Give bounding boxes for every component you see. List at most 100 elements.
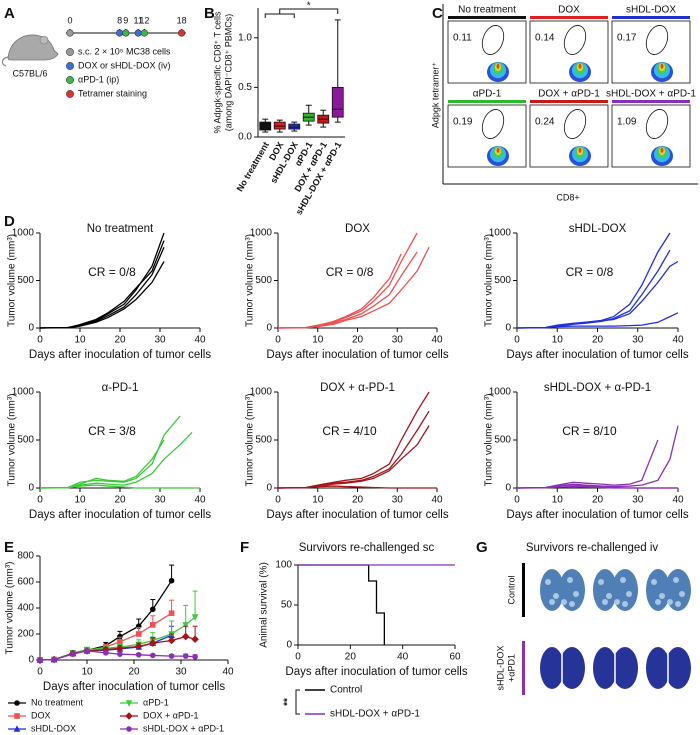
- data-point: [191, 614, 199, 621]
- y-axis-label: Animal survival (%): [259, 562, 270, 648]
- y-axis-label: Tumor volume (mm³): [245, 234, 256, 327]
- tumor-curve: [516, 485, 678, 489]
- flow-value: 1.09: [617, 117, 637, 128]
- data-point: [167, 636, 176, 645]
- tumor-curve: [39, 484, 200, 489]
- x-tick-label: 30: [154, 495, 166, 506]
- lung-nodule: [620, 577, 626, 583]
- y-tick-label: 1.0: [238, 32, 252, 43]
- x-tick-label: 40: [672, 335, 684, 346]
- tumor-curve: [277, 410, 430, 489]
- day-label: 0: [67, 15, 72, 25]
- y-tick-label: 500: [494, 275, 511, 286]
- row-bar: [522, 563, 525, 617]
- y-tick-label: 0: [28, 655, 34, 666]
- legend-marker: [13, 725, 21, 732]
- flow-color-bar: [448, 100, 526, 103]
- lung-nodule: [679, 591, 685, 597]
- tumor-curve: [277, 246, 430, 329]
- data-point: [117, 633, 123, 640]
- data-point: [150, 652, 156, 659]
- lung-nodule: [545, 579, 551, 585]
- y-axis-label: Tumor volume (mm³): [7, 394, 18, 487]
- chart-title: Survivors re-challenged sc: [299, 542, 435, 554]
- legend-label: sHDL-DOX: [31, 723, 76, 733]
- lung-nodule: [553, 593, 559, 599]
- tumor-curve: [516, 232, 671, 329]
- significance-bracket: [295, 689, 300, 715]
- x-axis-label: Days after inoculation of tumor cells: [43, 681, 225, 693]
- x-tick-label: 0: [514, 495, 520, 506]
- flow-frame: [447, 104, 527, 168]
- data-point: [103, 650, 109, 656]
- data-point: [192, 653, 198, 660]
- lung-lobe: [612, 647, 638, 689]
- day-label: 9: [123, 15, 128, 25]
- day-label: 11: [134, 15, 143, 25]
- day-dot: [140, 29, 148, 37]
- legend-label: s.c. 2 × 10⁵ MC38 cells: [78, 46, 171, 56]
- y-tick-label: 200: [17, 629, 34, 640]
- y-axis-label: Tumor volume (mm³): [484, 234, 495, 327]
- legend-dot: [66, 48, 74, 56]
- row-label: Control: [506, 575, 516, 604]
- x-tick-label: 60: [449, 652, 461, 663]
- significance-mark: *: [307, 1, 311, 12]
- x-tick-label: 20: [345, 652, 357, 663]
- legend-dot: [66, 62, 74, 70]
- data-point: [150, 622, 156, 628]
- panel-letter: D: [4, 213, 15, 230]
- x-tick-label: 20: [592, 335, 604, 346]
- legend-marker: [126, 726, 132, 732]
- x-tick-label: 0: [275, 335, 281, 346]
- x-tick-label: 0: [275, 495, 281, 506]
- cr-annotation: CR = 0/8: [88, 265, 136, 279]
- photos-title: Survivors re-challenged iv: [526, 542, 659, 554]
- significance-mark: **: [283, 698, 294, 706]
- row-label: sHDL-DOX: [495, 645, 505, 690]
- panel-letter: C: [432, 5, 443, 22]
- flow-title: sHDL-DOX: [626, 5, 676, 16]
- y-tick-label: 500: [255, 435, 272, 446]
- lung-nodule: [673, 577, 679, 583]
- x-tick-label: 10: [81, 667, 93, 678]
- panel-letter: G: [476, 539, 488, 556]
- chart-title: DOX + α-PD-1: [320, 382, 395, 394]
- day-dot: [134, 29, 142, 37]
- legend-label: DOX + αPD-1: [143, 710, 198, 720]
- data-point: [135, 652, 142, 658]
- lung-nodule: [614, 599, 620, 605]
- flow-title: DOX: [558, 5, 580, 16]
- flow-population: [578, 63, 582, 69]
- flow-y-label: Adpgk tetramer⁺: [430, 62, 440, 129]
- flow-population: [660, 147, 664, 153]
- x-axis-label: Days after inoculation of tumor cells: [29, 349, 211, 361]
- tumor-curve: [516, 439, 659, 489]
- flow-frame: [529, 104, 609, 168]
- tumor-curve: [516, 312, 679, 329]
- y-tick-label: 0: [28, 483, 34, 494]
- y-tick-label: 100: [275, 560, 292, 571]
- y-axis-label: (among DAPI⁻CD8⁺ PBMCs): [223, 14, 233, 132]
- data-point: [135, 631, 142, 637]
- flow-value: 0.14: [535, 33, 555, 44]
- data-point: [117, 639, 123, 645]
- lung-lobe: [593, 647, 617, 689]
- mouse-label: C57BL/6: [12, 68, 47, 78]
- y-tick-label: 500: [255, 275, 272, 286]
- x-tick-label: 30: [154, 335, 166, 346]
- day-label: 12: [139, 15, 149, 25]
- chart-title: No treatment: [87, 223, 154, 235]
- y-tick-label: 1000: [489, 387, 512, 398]
- data-point: [168, 653, 175, 659]
- x-axis-label: Days after inoculation of tumor cells: [266, 349, 448, 361]
- y-tick-label: 0: [505, 483, 511, 494]
- flow-color-bar: [448, 16, 526, 19]
- x-tick-label: 10: [552, 495, 564, 506]
- tumor-curve: [277, 485, 437, 489]
- x-tick-label: 10: [552, 335, 564, 346]
- tumor-curve: [516, 249, 671, 329]
- lung-nodule: [573, 591, 579, 597]
- mouse-icon: [1, 34, 59, 67]
- x-axis-label: Days after inoculation of tumor cells: [506, 349, 688, 361]
